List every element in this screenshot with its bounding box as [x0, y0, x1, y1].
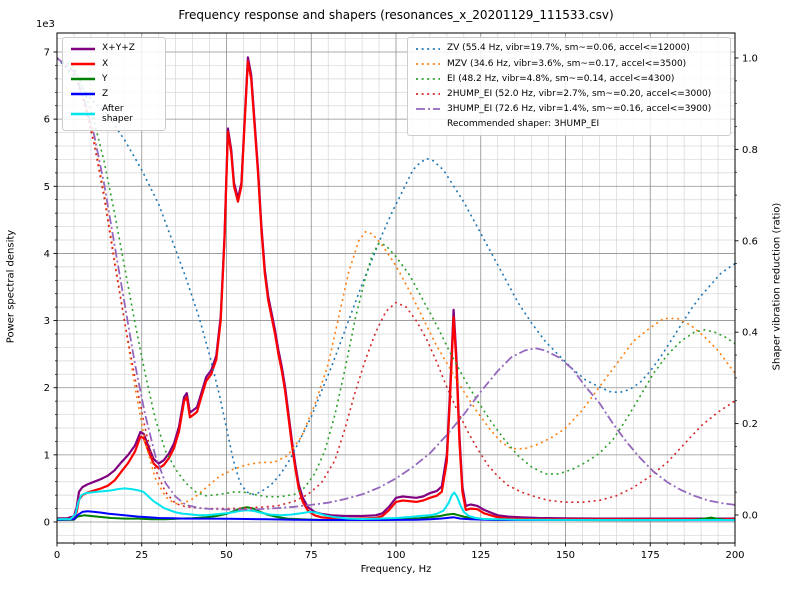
svg-text:0: 0 — [54, 550, 60, 561]
legend-item-mzv: MZV (34.6 Hz, vibr=3.6%, sm~=0.17, accel… — [415, 59, 723, 69]
svg-text:1: 1 — [44, 450, 50, 461]
legend-item-3hump-ei: 3HUMP_EI (72.6 Hz, vibr=1.4%, sm~=0.16, … — [415, 104, 723, 114]
svg-text:2: 2 — [44, 383, 50, 394]
series-2hump-ei — [57, 57, 735, 510]
svg-text:0.6: 0.6 — [742, 236, 758, 247]
svg-text:0.4: 0.4 — [742, 328, 758, 339]
legend-swatch-solid-line — [71, 47, 95, 50]
legend-swatch-dotted-line — [416, 93, 440, 95]
legend-label: X+Y+Z — [102, 43, 135, 54]
svg-text:50: 50 — [220, 550, 233, 561]
svg-text:1.0: 1.0 — [742, 54, 758, 65]
svg-text:175: 175 — [641, 550, 660, 561]
legend-label: X — [102, 58, 109, 69]
svg-text:7: 7 — [44, 48, 50, 59]
svg-text:25: 25 — [135, 550, 148, 561]
psd-legend: X+Y+Z X Y Z After shaper — [62, 37, 166, 131]
legend-label: Y — [102, 73, 108, 84]
legend-label: Z — [102, 88, 109, 99]
y-axis-offset-label: 1e3 — [36, 19, 55, 30]
axis-ticks: 0 25 50 75 100 125 150 175 200 0 1 2 3 4 5 6 7 0.0 0.2 0.4 0… — [44, 48, 758, 561]
svg-text:3: 3 — [44, 316, 50, 327]
legend-label: Recommended shaper: 3HUMP_EI — [447, 119, 600, 130]
svg-text:4: 4 — [44, 249, 50, 260]
y-axis-right-label: Shaper vibration reduction (ratio) — [771, 202, 783, 371]
svg-text:0.0: 0.0 — [742, 511, 758, 522]
series-after-shaper — [57, 487, 735, 521]
svg-text:0: 0 — [44, 518, 50, 529]
legend-label: MZV (34.6 Hz, vibr=3.6%, sm~=0.17, accel… — [447, 58, 687, 69]
legend-swatch-solid-line — [71, 62, 95, 65]
series-ei — [57, 57, 735, 498]
legend-label: 2HUMP_EI (52.0 Hz, vibr=2.7%, sm~=0.20, … — [447, 88, 712, 99]
grid-minor — [57, 33, 735, 543]
legend-label: EI (48.2 Hz, vibr=4.8%, sm~=0.14, accel<… — [447, 73, 675, 84]
legend-swatch-solid-line — [71, 92, 95, 96]
svg-text:125: 125 — [471, 550, 490, 561]
legend-item-y: Y — [70, 74, 158, 84]
svg-text:5: 5 — [44, 182, 50, 193]
legend-swatch-dotted-line — [416, 47, 440, 50]
svg-text:200: 200 — [725, 550, 744, 561]
svg-text:75: 75 — [305, 550, 318, 561]
series-group — [57, 56, 735, 522]
svg-text:6: 6 — [44, 115, 50, 126]
legend-swatch-dashdot-line — [416, 108, 440, 111]
legend-swatch-solid-line — [71, 112, 95, 116]
series-3hump-ei — [57, 57, 735, 511]
shaper-legend: ZV (55.4 Hz, vibr=19.7%, sm~=0.06, accel… — [407, 37, 731, 136]
chart-title: Frequency response and shapers (resonanc… — [178, 8, 614, 22]
legend-item-z: Z — [70, 89, 158, 99]
legend-label: ZV (55.4 Hz, vibr=19.7%, sm~=0.06, accel… — [447, 43, 690, 54]
svg-text:150: 150 — [556, 550, 575, 561]
legend-item-x: X — [70, 59, 158, 69]
svg-text:0.8: 0.8 — [742, 145, 758, 156]
y-axis-left-label: Power spectral density — [5, 229, 17, 344]
svg-text:0.2: 0.2 — [742, 419, 758, 430]
legend-swatch-dotted-line — [416, 77, 440, 80]
legend-item-ei: EI (48.2 Hz, vibr=4.8%, sm~=0.14, accel<… — [415, 74, 723, 84]
legend-swatch-solid-line — [71, 77, 95, 81]
legend-item-zv: ZV (55.4 Hz, vibr=19.7%, sm~=0.06, accel… — [415, 43, 723, 53]
legend-label: 3HUMP_EI (72.6 Hz, vibr=1.4%, sm~=0.16, … — [447, 104, 712, 115]
series-z — [57, 510, 735, 522]
legend-item-recommended: Recommended shaper: 3HUMP_EI — [415, 119, 723, 129]
legend-swatch-dotted-line — [416, 62, 440, 65]
svg-text:100: 100 — [386, 550, 405, 561]
legend-item-x+y+z: X+Y+Z — [70, 43, 158, 53]
legend-item-2hump-ei: 2HUMP_EI (52.0 Hz, vibr=2.7%, sm~=0.20, … — [415, 89, 723, 99]
legend-item-after-shaper: After shaper — [70, 104, 158, 125]
x-axis-label: Frequency, Hz — [360, 564, 432, 575]
legend-label: After shaper — [102, 103, 133, 125]
series-x — [57, 60, 735, 521]
